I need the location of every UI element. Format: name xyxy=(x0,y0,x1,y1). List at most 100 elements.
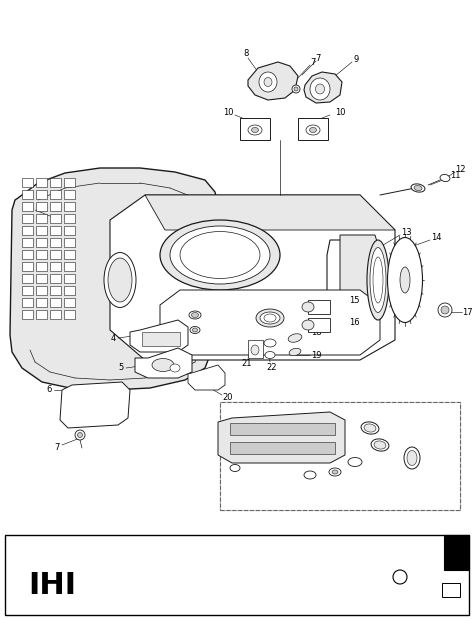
Text: 9: 9 xyxy=(354,54,359,64)
Text: 5: 5 xyxy=(118,363,124,373)
Polygon shape xyxy=(64,214,75,223)
Polygon shape xyxy=(50,250,61,259)
Polygon shape xyxy=(64,310,75,319)
Polygon shape xyxy=(36,262,47,271)
Ellipse shape xyxy=(104,253,136,308)
Bar xyxy=(444,535,469,570)
Polygon shape xyxy=(50,178,61,187)
Text: 4: 4 xyxy=(110,334,116,342)
Text: 10: 10 xyxy=(223,108,233,116)
Ellipse shape xyxy=(252,128,258,132)
Ellipse shape xyxy=(371,439,389,451)
Bar xyxy=(230,423,335,435)
Polygon shape xyxy=(22,226,33,235)
Polygon shape xyxy=(64,274,75,283)
Text: 26: 26 xyxy=(350,464,360,472)
Polygon shape xyxy=(304,72,342,103)
Ellipse shape xyxy=(264,314,276,322)
Bar xyxy=(308,318,330,332)
Polygon shape xyxy=(64,190,75,199)
Ellipse shape xyxy=(441,306,449,314)
Polygon shape xyxy=(22,214,33,223)
Polygon shape xyxy=(50,238,61,247)
Polygon shape xyxy=(327,240,378,325)
Ellipse shape xyxy=(370,248,386,313)
Bar xyxy=(230,442,335,454)
Ellipse shape xyxy=(251,345,259,355)
Text: 20: 20 xyxy=(410,457,420,467)
Text: 27: 27 xyxy=(395,430,405,438)
Ellipse shape xyxy=(289,348,301,356)
Ellipse shape xyxy=(440,175,450,181)
Polygon shape xyxy=(60,382,130,428)
Text: 2: 2 xyxy=(167,322,173,332)
Ellipse shape xyxy=(438,303,452,317)
Ellipse shape xyxy=(152,358,174,371)
Ellipse shape xyxy=(316,84,325,94)
Text: 08-35N0-010100-0: 08-35N0-010100-0 xyxy=(18,540,85,546)
Bar xyxy=(220,402,460,510)
Ellipse shape xyxy=(361,422,379,434)
Bar xyxy=(240,118,270,140)
Ellipse shape xyxy=(374,441,386,449)
Ellipse shape xyxy=(292,85,300,93)
Text: MODEL 35N: MODEL 35N xyxy=(27,600,77,610)
Polygon shape xyxy=(22,178,33,187)
Text: 1: 1 xyxy=(449,542,463,561)
Ellipse shape xyxy=(411,184,425,192)
Polygon shape xyxy=(64,238,75,247)
Polygon shape xyxy=(130,320,188,352)
Polygon shape xyxy=(110,195,395,360)
Text: 15: 15 xyxy=(349,295,359,305)
Ellipse shape xyxy=(294,87,298,91)
Ellipse shape xyxy=(306,125,320,135)
Polygon shape xyxy=(50,274,61,283)
Bar xyxy=(248,340,263,358)
Polygon shape xyxy=(50,226,61,235)
Polygon shape xyxy=(64,250,75,259)
Ellipse shape xyxy=(264,339,276,347)
Ellipse shape xyxy=(192,328,198,332)
Ellipse shape xyxy=(302,302,314,312)
Text: IHI: IHI xyxy=(28,571,76,599)
Polygon shape xyxy=(50,262,61,271)
Ellipse shape xyxy=(388,238,422,322)
Ellipse shape xyxy=(304,471,316,479)
Polygon shape xyxy=(22,238,33,247)
Polygon shape xyxy=(64,262,75,271)
Text: 7: 7 xyxy=(315,53,321,63)
Polygon shape xyxy=(36,226,47,235)
Text: 7: 7 xyxy=(310,58,316,66)
Ellipse shape xyxy=(248,125,262,135)
Bar xyxy=(142,332,180,346)
Ellipse shape xyxy=(332,470,338,474)
Text: REV. No.: REV. No. xyxy=(344,573,376,581)
Polygon shape xyxy=(64,298,75,307)
Polygon shape xyxy=(36,286,47,295)
Polygon shape xyxy=(36,202,47,211)
Polygon shape xyxy=(36,178,47,187)
Polygon shape xyxy=(36,274,47,283)
Text: For Steel Shoe: For Steel Shoe xyxy=(272,498,338,506)
Text: 1: 1 xyxy=(27,202,32,212)
Polygon shape xyxy=(64,226,75,235)
Polygon shape xyxy=(36,298,47,307)
Polygon shape xyxy=(22,190,33,199)
Polygon shape xyxy=(36,238,47,247)
Polygon shape xyxy=(50,298,61,307)
Text: 16: 16 xyxy=(349,318,359,326)
Text: - 2 -: - 2 - xyxy=(206,594,224,602)
Text: 0: 0 xyxy=(397,573,402,581)
Polygon shape xyxy=(50,214,61,223)
Polygon shape xyxy=(36,190,47,199)
Ellipse shape xyxy=(260,312,280,324)
Polygon shape xyxy=(160,290,380,355)
Ellipse shape xyxy=(180,232,260,279)
Ellipse shape xyxy=(404,447,420,469)
Polygon shape xyxy=(36,250,47,259)
Polygon shape xyxy=(22,298,33,307)
Bar xyxy=(308,300,330,314)
Polygon shape xyxy=(50,310,61,319)
Polygon shape xyxy=(22,202,33,211)
Bar xyxy=(442,583,460,597)
